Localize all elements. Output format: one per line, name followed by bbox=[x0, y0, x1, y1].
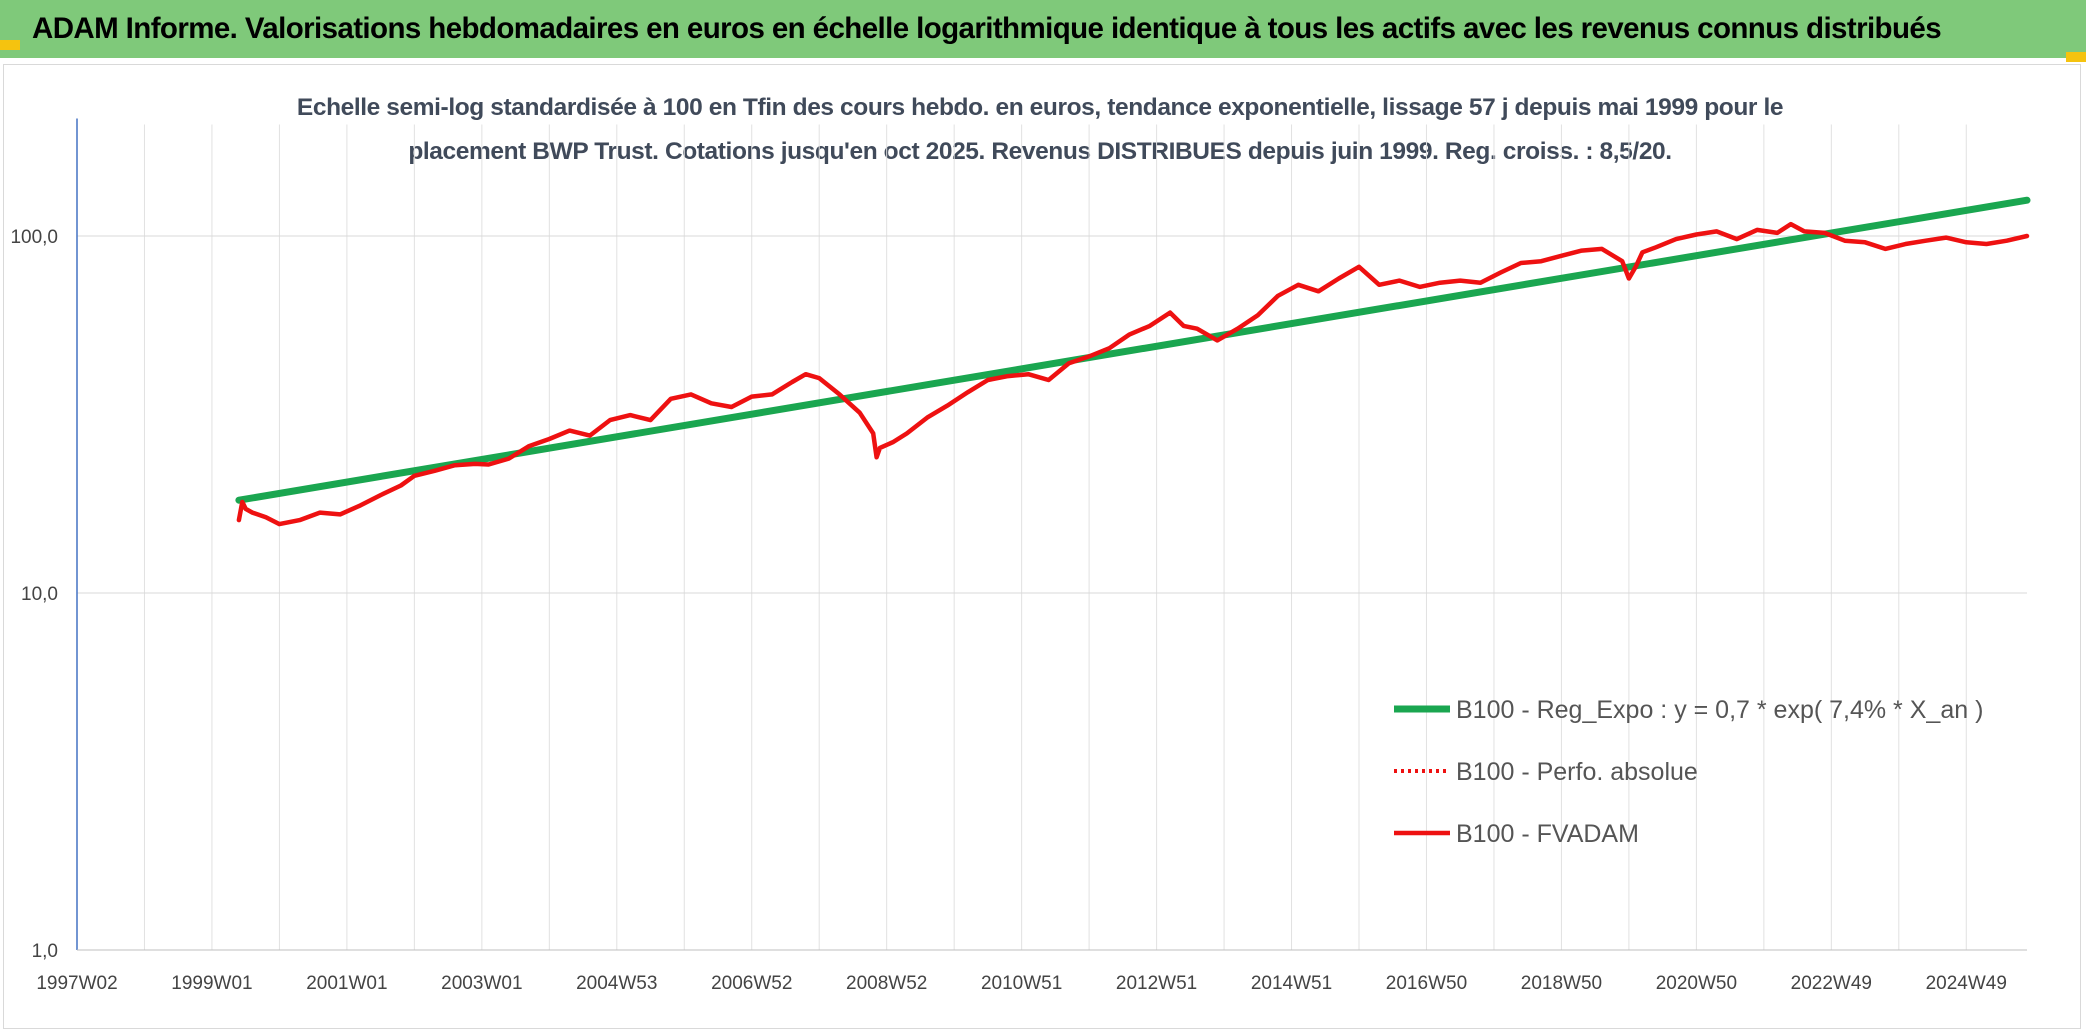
chart-area bbox=[3, 64, 2081, 1029]
series bbox=[235, 196, 2031, 527]
series-line-0 bbox=[235, 196, 2031, 504]
report-title: ADAM Informe. Valorisations hebdomadaire… bbox=[32, 12, 1942, 45]
subtitle-line-1: Echelle semi-log standardisée à 100 en T… bbox=[296, 94, 1784, 121]
axes: 1,0 10,0 100,0 1997W02 1999W01 2001W01 2003W01… bbox=[10, 118, 2027, 994]
corner-marker-left bbox=[0, 40, 20, 50]
x-tick-label: 1999W01 bbox=[171, 973, 252, 994]
legend-label-1: B100 - Perfo. absolue bbox=[1456, 758, 1698, 786]
x-tick-label: 2018W50 bbox=[1521, 973, 1602, 994]
corner-marker-right bbox=[2066, 52, 2086, 62]
x-tick-label: 2016W50 bbox=[1386, 973, 1467, 994]
x-tick-label: 2010W51 bbox=[981, 973, 1062, 994]
legend: B100 - Reg_Expo : y = 0,7 * exp( 7,4% * … bbox=[1394, 696, 1983, 848]
y-tick-label: 1,0 bbox=[32, 941, 58, 962]
x-tick-label: 1997W02 bbox=[36, 973, 117, 994]
x-tick-label: 2003W01 bbox=[441, 973, 522, 994]
gridlines bbox=[77, 124, 2027, 951]
series-line-2 bbox=[236, 221, 2030, 527]
x-tick-label: 2006W52 bbox=[711, 973, 792, 994]
x-tick-label: 2008W52 bbox=[846, 973, 927, 994]
legend-label-0: B100 - Reg_Expo : y = 0,7 * exp( 7,4% * … bbox=[1456, 696, 1983, 724]
chart-subtitle: Echelle semi-log standardisée à 100 en T… bbox=[240, 86, 1840, 174]
report-banner: ADAM Informe. Valorisations hebdomadaire… bbox=[0, 0, 2086, 58]
x-tick-label: 2012W51 bbox=[1116, 973, 1197, 994]
legend-label-2: B100 - FVADAM bbox=[1456, 820, 1639, 848]
x-tick-label: 2020W50 bbox=[1656, 973, 1737, 994]
x-tick-label: 2024W49 bbox=[1926, 973, 2007, 994]
y-tick-label: 100,0 bbox=[10, 227, 58, 248]
x-tick-label: 2004W53 bbox=[576, 973, 657, 994]
x-tick-label: 2001W01 bbox=[306, 973, 387, 994]
x-tick-label: 2022W49 bbox=[1791, 973, 1872, 994]
y-tick-label: 10,0 bbox=[21, 584, 58, 605]
x-tick-label: 2014W51 bbox=[1251, 973, 1332, 994]
subtitle-line-2: placement BWP Trust. Cotations jusqu'en … bbox=[408, 138, 1672, 165]
